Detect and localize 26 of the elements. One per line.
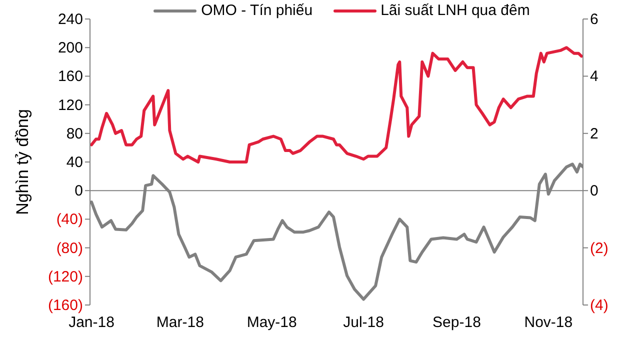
y2-tick-label: 4	[590, 68, 598, 86]
y2-tick-label: (4)	[590, 297, 608, 314]
y-tick-label: 120	[58, 96, 83, 114]
legend-label: OMO - Tín phiếu	[201, 2, 313, 19]
y-tick-label: 0	[74, 182, 83, 200]
x-tick-label: Jan-18	[68, 314, 114, 331]
x-tick-label: Nov-18	[524, 314, 573, 331]
y-tick-label: 80	[66, 125, 83, 142]
y-tick-label: (80)	[56, 240, 83, 257]
legend-label: Lãi suất LNH qua đêm	[380, 2, 530, 19]
x-tick-label: May-18	[246, 314, 297, 331]
x-tick-label: Mar-18	[156, 314, 204, 331]
y2-tick-label: (2)	[590, 240, 608, 257]
y-tick-label: 160	[58, 68, 83, 86]
y2-tick-label: 6	[590, 11, 598, 28]
x-tick-label: Jul-18	[343, 314, 384, 331]
y-tick-label: (120)	[48, 268, 83, 286]
y-tick-label: 200	[58, 40, 83, 57]
y-axis-title: Nghìn tỷ đồng	[13, 109, 32, 215]
y-tick-label: (40)	[56, 211, 83, 228]
y-tick-label: 240	[58, 11, 83, 28]
x-tick-label: Sep-18	[432, 314, 481, 331]
y2-tick-label: 0	[590, 182, 598, 200]
y2-tick-label: 2	[590, 125, 598, 142]
y-tick-label: (160)	[48, 297, 83, 314]
y-tick-label: 40	[66, 154, 83, 171]
